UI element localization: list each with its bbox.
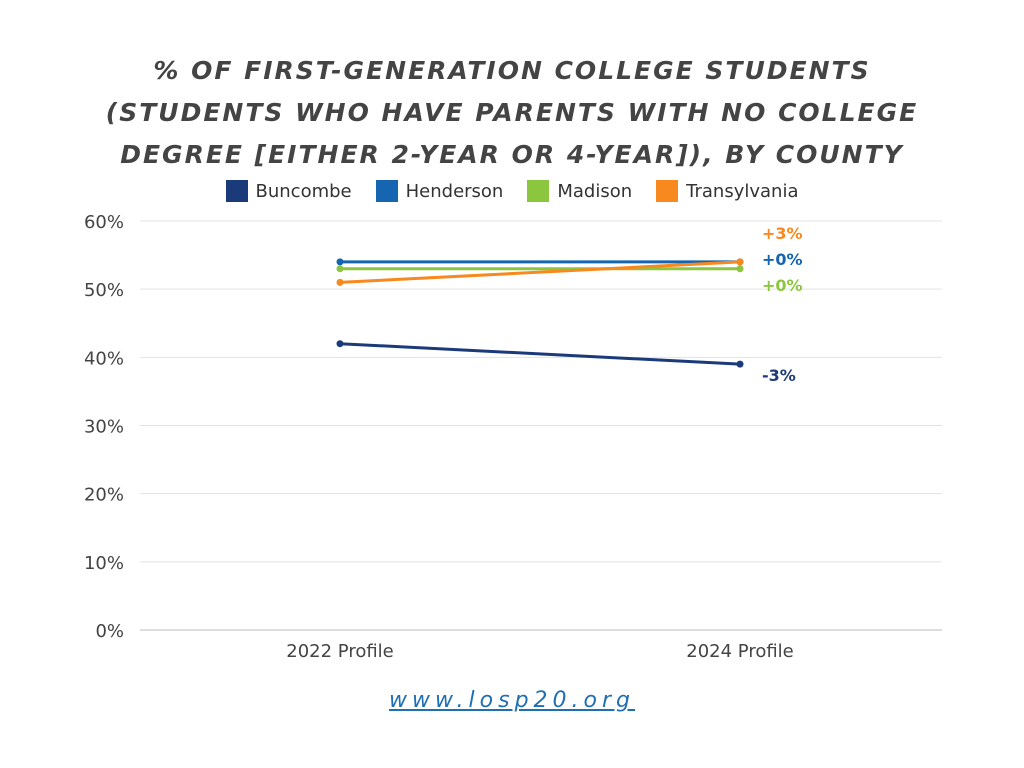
series-line-transylvania — [339, 260, 741, 284]
y-tick-label: 30% — [84, 417, 124, 438]
legend-swatch-madison — [527, 180, 550, 202]
change-label-madison: +0% — [762, 276, 803, 295]
x-tick-label: 2022 Profile — [286, 641, 394, 662]
data-point-buncombe — [736, 360, 744, 368]
legend: Buncombe Henderson Madison Transylvania — [0, 180, 1024, 202]
legend-label-transylvania: Transylvania — [686, 180, 799, 202]
legend-label-henderson: Henderson — [405, 180, 504, 202]
legend-label-buncombe: Buncombe — [255, 180, 352, 202]
change-label-buncombe: -3% — [762, 366, 796, 385]
y-tick-label: 0% — [95, 621, 124, 642]
legend-item-madison: Madison — [527, 180, 632, 202]
change-label-henderson: +0% — [762, 250, 803, 269]
data-point-henderson — [336, 258, 344, 266]
data-point-transylvania — [336, 278, 344, 286]
y-tick-label: 50% — [84, 280, 124, 301]
legend-label-madison: Madison — [557, 180, 633, 202]
legend-swatch-buncombe — [225, 180, 248, 202]
legend-item-henderson: Henderson — [375, 180, 504, 202]
data-point-buncombe — [336, 340, 344, 348]
legend-item-transylvania: Transylvania — [656, 180, 798, 202]
legend-swatch-henderson — [375, 180, 398, 202]
y-tick-label: 10% — [84, 553, 124, 574]
data-point-madison — [336, 265, 344, 273]
data-point-madison — [736, 265, 744, 273]
data-point-transylvania — [736, 258, 744, 266]
legend-item-buncombe: Buncombe — [225, 180, 352, 202]
source-link[interactable]: www.losp20.org — [388, 688, 636, 713]
chart-title: % OF FIRST-GENERATION COLLEGE STUDENTS (… — [105, 56, 919, 169]
x-tick-label: 2024 Profile — [686, 641, 794, 662]
y-tick-label: 20% — [84, 485, 124, 506]
y-tick-label: 60% — [84, 212, 124, 233]
series-line-buncombe — [339, 342, 741, 366]
legend-swatch-transylvania — [656, 180, 679, 202]
change-label-transylvania: +3% — [762, 224, 803, 243]
y-tick-label: 40% — [84, 348, 124, 369]
